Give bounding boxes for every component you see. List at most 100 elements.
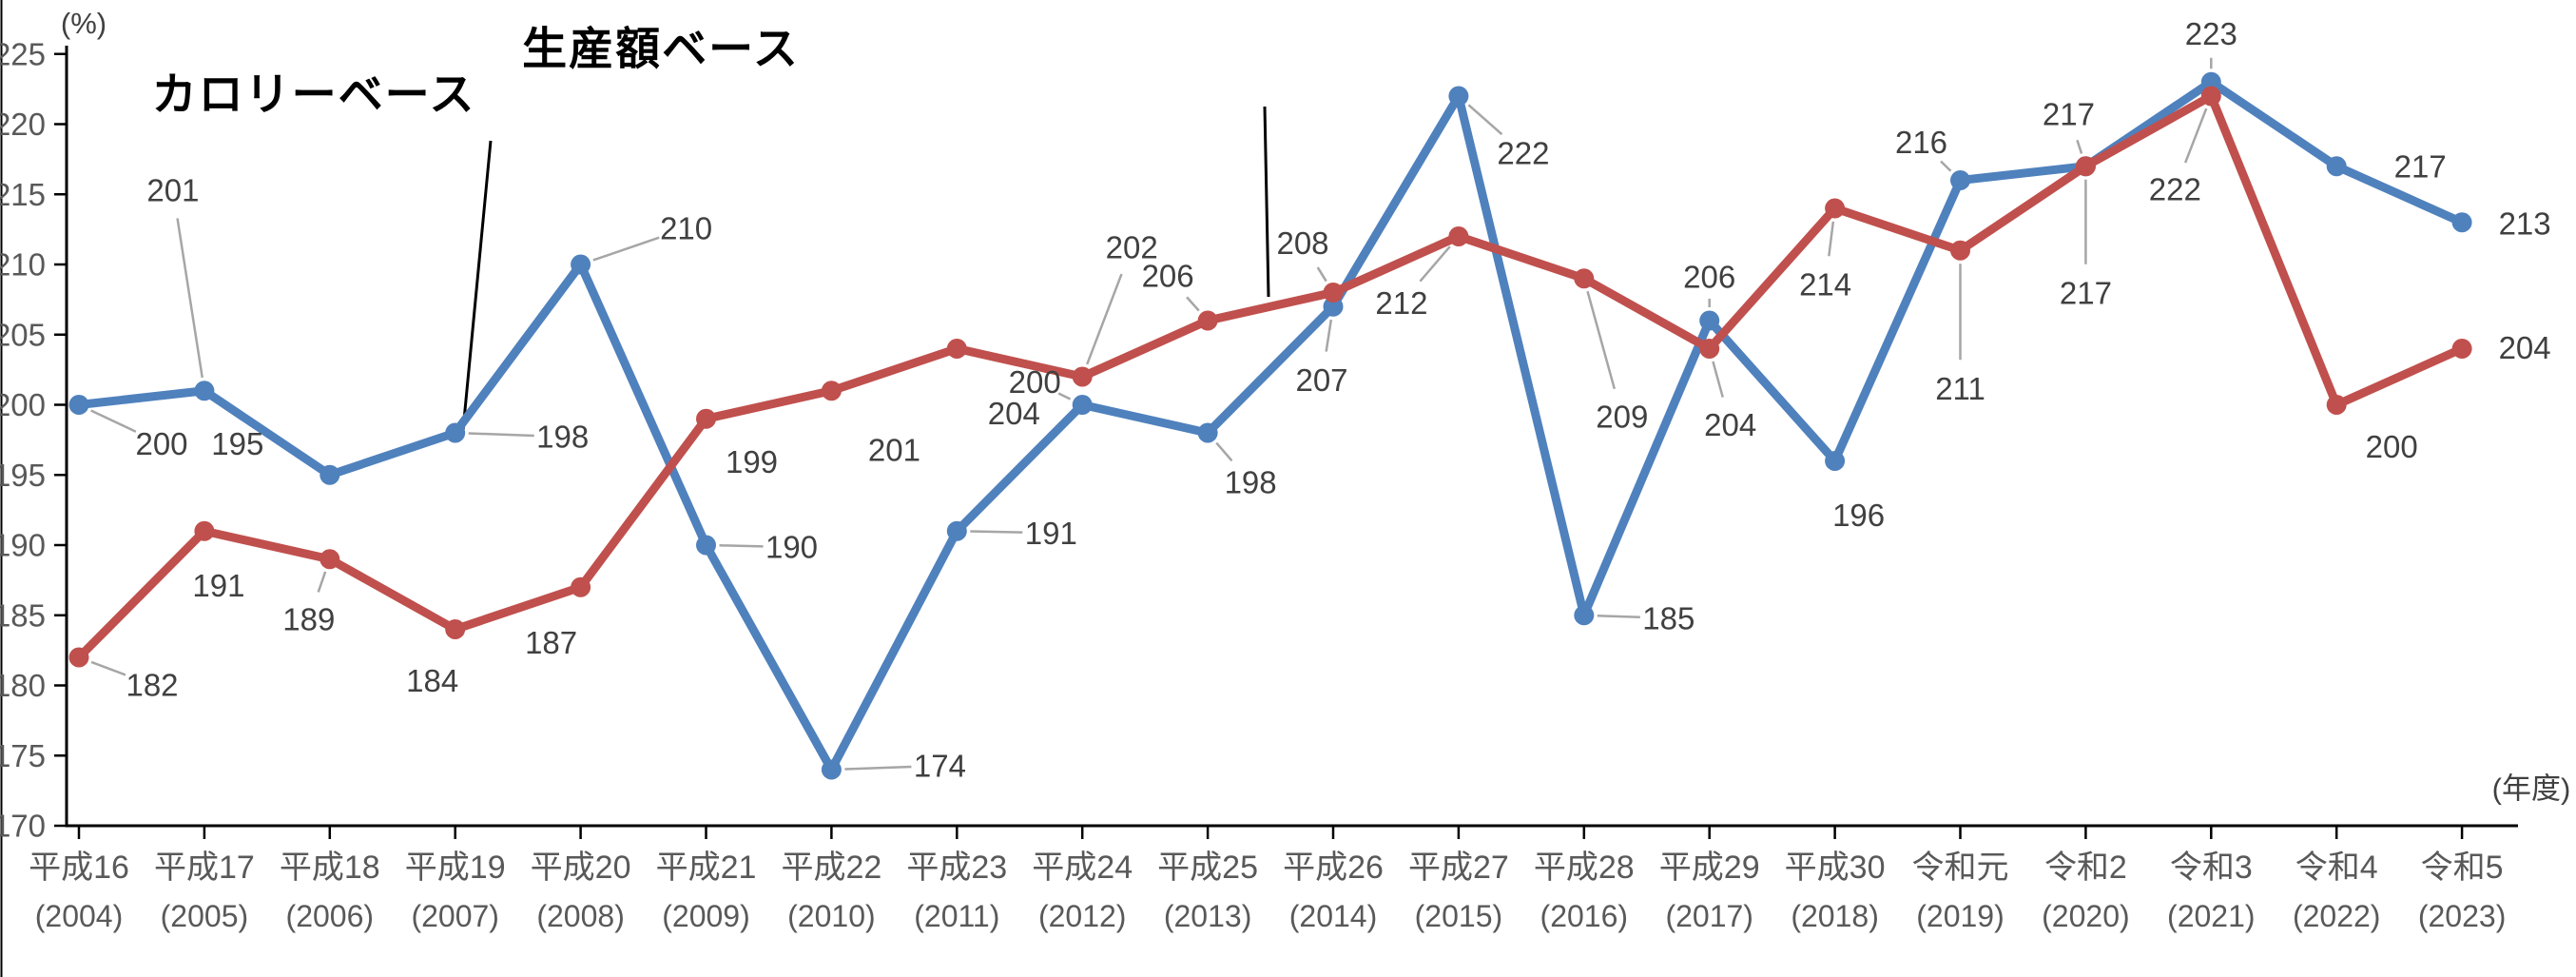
data-label: 198 — [536, 420, 589, 455]
data-point — [2326, 395, 2347, 415]
x-axis-era-label: 平成21 — [656, 850, 757, 886]
data-label: 191 — [192, 568, 244, 603]
data-point — [2075, 156, 2096, 177]
data-point — [1072, 395, 1093, 415]
x-axis-era-label: 令和元 — [1912, 850, 2009, 886]
data-point — [320, 549, 340, 570]
data-point — [2451, 339, 2472, 359]
data-label: 182 — [126, 668, 178, 703]
data-point — [1323, 283, 1344, 303]
data-label: 195 — [211, 426, 263, 461]
data-point — [571, 576, 591, 597]
data-label-leader — [468, 432, 534, 438]
series-annotation-leader — [1263, 106, 1270, 298]
x-axis-era-label: 平成29 — [1659, 850, 1760, 886]
data-point — [320, 464, 340, 485]
x-axis-year-label: (2018) — [1791, 899, 1879, 933]
data-label: 189 — [282, 601, 335, 636]
data-label-leader — [2183, 107, 2208, 164]
data-label: 185 — [1642, 600, 1695, 635]
data-point — [821, 759, 842, 780]
data-label-leader — [1316, 266, 1327, 283]
y-axis-tick-label: 195 — [0, 458, 46, 493]
data-point — [194, 520, 215, 541]
y-axis-tick-label: 170 — [0, 809, 46, 844]
x-axis-era-label: 平成26 — [1283, 850, 1384, 886]
data-label: 212 — [1375, 285, 1427, 321]
data-label-leader — [1057, 392, 1072, 401]
series-label-calorie-base: カロリーベース — [151, 68, 476, 120]
data-label: 202 — [1106, 230, 1158, 265]
x-axis-era-label: 平成23 — [906, 850, 1007, 886]
data-point — [946, 339, 967, 359]
x-axis-era-label: 平成30 — [1785, 850, 1886, 886]
x-axis-era-label: 平成24 — [1032, 850, 1133, 886]
data-label-leader — [1467, 104, 1503, 136]
y-axis-tick-label: 175 — [0, 738, 46, 773]
data-label: 206 — [1683, 260, 1735, 295]
x-axis-year-label: (2023) — [2418, 899, 2507, 933]
x-axis-era-label: 平成17 — [154, 850, 255, 886]
data-label: 207 — [1295, 362, 1347, 398]
data-label-leader — [592, 236, 660, 262]
data-label-leader — [2076, 139, 2083, 154]
data-label: 208 — [1276, 225, 1328, 261]
data-label: 209 — [1596, 399, 1648, 434]
data-label-leader — [1215, 441, 1233, 462]
x-axis-era-label: 平成19 — [405, 850, 506, 886]
data-label: 204 — [1704, 407, 1756, 442]
data-point — [1699, 310, 1720, 331]
x-axis-era-label: 平成25 — [1157, 850, 1258, 886]
data-label-leader — [719, 544, 764, 548]
data-label: 201 — [868, 432, 920, 467]
y-axis-tick-label: 200 — [0, 387, 46, 422]
data-label: 217 — [2043, 96, 2095, 131]
data-label: 213 — [2499, 205, 2551, 241]
x-axis-era-label: 平成28 — [1534, 850, 1635, 886]
data-label: 223 — [2185, 16, 2237, 51]
data-label-leader — [176, 218, 203, 379]
data-point — [2326, 156, 2347, 177]
data-label: 217 — [2060, 275, 2112, 310]
data-point — [1574, 268, 1595, 289]
x-axis-year-label: (2011) — [914, 899, 999, 933]
data-label-leader — [970, 530, 1023, 534]
data-label-leader — [1419, 245, 1451, 283]
data-point — [696, 535, 716, 556]
x-axis-year-label: (2022) — [2293, 899, 2381, 933]
data-label-leader — [844, 765, 912, 771]
x-axis-era-label: 平成27 — [1408, 850, 1509, 886]
x-axis-era-label: 平成20 — [531, 850, 631, 886]
data-label: 211 — [1935, 371, 1985, 406]
x-axis-year-label: (2004) — [35, 899, 124, 933]
data-point — [68, 395, 89, 415]
x-axis-year-label: (2020) — [2042, 899, 2130, 933]
x-axis-year-label: (2008) — [536, 899, 625, 933]
x-axis-year-label: (2019) — [1916, 899, 2005, 933]
data-label: 187 — [525, 625, 577, 660]
x-axis-year-label: (2012) — [1038, 899, 1127, 933]
data-label-leader — [1086, 273, 1123, 365]
data-point — [445, 422, 466, 443]
data-label: 200 — [1009, 364, 1061, 400]
data-point — [2451, 212, 2472, 233]
x-axis-era-label: 平成18 — [280, 850, 380, 886]
data-label: 198 — [1225, 465, 1277, 500]
data-point — [68, 647, 89, 668]
series-line-production-base — [74, 91, 2467, 662]
data-point — [2200, 71, 2221, 92]
x-axis-year-label: (2017) — [1665, 899, 1753, 933]
data-point — [1825, 451, 1846, 471]
data-label-leader — [1828, 221, 1835, 257]
data-label-leader — [317, 571, 327, 593]
x-axis-year-label: (2009) — [662, 899, 750, 933]
y-axis-tick-label: 190 — [0, 528, 46, 563]
y-axis-tick-label: 220 — [0, 107, 46, 142]
data-label-leader — [1325, 319, 1333, 352]
data-point — [1699, 339, 1720, 359]
x-axis-year-label: (2005) — [161, 899, 249, 933]
y-axis-unit-label: (%) — [60, 7, 107, 40]
data-label: 216 — [1895, 125, 1947, 160]
data-point — [1448, 226, 1469, 246]
